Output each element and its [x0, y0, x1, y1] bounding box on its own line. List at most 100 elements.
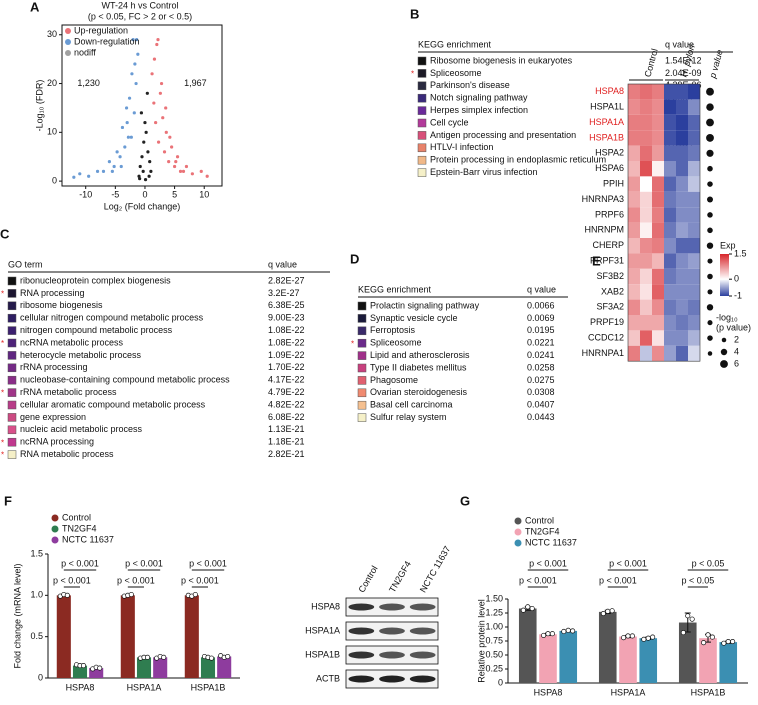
point — [152, 101, 156, 105]
replicate-point — [144, 654, 151, 660]
heat-cell — [640, 299, 652, 315]
legend-label: TN2GF4 — [525, 526, 560, 536]
row-label: PRPF19 — [590, 317, 624, 327]
term: Phagosome — [370, 375, 418, 385]
table-header: q value — [527, 284, 556, 294]
term: rRNA processing — [20, 362, 88, 372]
point — [101, 169, 106, 173]
color-key — [7, 326, 17, 335]
size-label: 2 — [734, 334, 739, 344]
q-value: 9.00E-23 — [268, 313, 305, 323]
legend-swatch — [51, 514, 59, 522]
color-key — [7, 313, 17, 323]
x-tick-label: HSPA1A — [611, 687, 646, 697]
size-label: 4 — [734, 346, 739, 356]
row-label: SF3B2 — [596, 271, 624, 281]
heat-cell — [652, 145, 664, 161]
replicate-point — [225, 653, 231, 660]
term: Lipid and atherosclerosis — [370, 350, 470, 360]
point — [170, 145, 174, 149]
point — [148, 160, 152, 164]
term: Ribosome biogenesis in eukaryotes — [430, 55, 573, 65]
q-value: 2.82E-27 — [268, 275, 305, 285]
row-label: HSPA1L — [590, 101, 624, 111]
heat-cell — [676, 284, 688, 300]
point — [181, 169, 186, 173]
heat-cell — [628, 207, 640, 223]
p-dot — [706, 242, 714, 249]
row-mark: * — [1, 438, 4, 447]
q-value: 0.0241 — [527, 350, 555, 360]
heat-cell — [640, 161, 652, 177]
heat-cell — [640, 207, 652, 223]
q-value: 3.2E-27 — [268, 288, 300, 298]
legend-label: TN2GF4 — [62, 523, 97, 533]
heat-cell — [664, 222, 676, 238]
bar — [72, 665, 88, 678]
point — [126, 135, 130, 139]
term: Spliceosome — [370, 338, 422, 348]
point — [145, 91, 149, 95]
point — [156, 140, 161, 144]
replicate-point — [705, 632, 711, 638]
heat-cell — [664, 176, 676, 192]
term: Type II diabetes mellitus — [370, 362, 467, 372]
p-dot — [707, 165, 713, 172]
band — [379, 627, 405, 635]
heat-cell — [664, 299, 676, 315]
heat-cell — [628, 268, 640, 285]
q-value: 1.54E-12 — [665, 55, 702, 65]
point — [190, 172, 194, 176]
heat-cell — [628, 191, 640, 208]
color-key — [7, 450, 17, 459]
heat-cell — [640, 284, 652, 300]
point — [137, 174, 141, 178]
point — [143, 178, 148, 182]
colorbar-label: -1 — [734, 290, 742, 300]
p-dot — [707, 335, 713, 341]
term: heterocycle metabolic process — [20, 350, 142, 360]
replicate-point — [545, 631, 551, 637]
point — [138, 177, 142, 181]
table-header: KEGG enrichment — [358, 284, 432, 294]
point — [142, 140, 146, 144]
heat-cell — [664, 99, 676, 115]
point — [131, 38, 135, 42]
q-value: 0.0221 — [527, 338, 555, 348]
heat-cell — [640, 330, 652, 346]
row-label: PRPF31 — [590, 255, 624, 265]
heat-cell — [628, 345, 640, 362]
replicate-point — [525, 604, 531, 610]
heat-cell — [676, 207, 688, 223]
x-tick-label: HSPA1B — [691, 687, 726, 697]
point — [147, 174, 151, 178]
heat-cell — [676, 299, 688, 315]
heat-cell — [664, 330, 676, 346]
replicate-point — [64, 592, 70, 598]
y-tick-label: 0 — [38, 672, 43, 682]
q-value: 0.0443 — [527, 412, 555, 422]
term: Synaptic vesicle cycle — [370, 313, 458, 323]
band — [409, 627, 436, 635]
q-value: 1.70E-22 — [268, 362, 305, 372]
term: rRNA metabolic process — [20, 387, 117, 397]
term: nucleobase-containing compound metabolic… — [20, 375, 230, 385]
replicate-point — [97, 665, 103, 671]
y-tick-label: 0.5 — [30, 631, 43, 641]
point — [124, 106, 129, 110]
x-tick-label: HSPA8 — [534, 687, 563, 697]
p-dot — [707, 181, 713, 187]
q-value: 4.82E-22 — [268, 399, 305, 409]
size-title: (p value) — [716, 322, 751, 332]
heat-cell — [652, 191, 664, 208]
row-mark: * — [351, 339, 354, 348]
heat-cell — [640, 238, 652, 254]
heat-cell — [664, 238, 676, 254]
p-dot — [706, 149, 714, 157]
heat-cell — [676, 176, 688, 192]
chart-subtitle: (p < 0.05, FC > 2 or < 0.5) — [88, 11, 192, 21]
bar — [217, 656, 232, 678]
q-value: 0.0195 — [527, 325, 555, 335]
heat-cell — [664, 207, 676, 223]
q-value: 0.0308 — [527, 387, 555, 397]
